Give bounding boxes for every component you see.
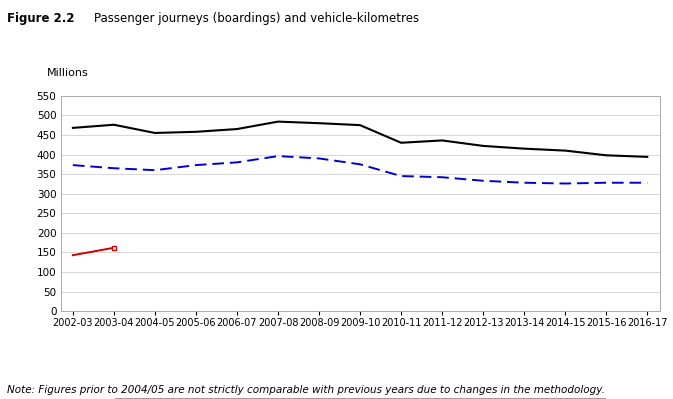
Text: Millions: Millions — [47, 68, 89, 78]
Text: Figure 2.2: Figure 2.2 — [7, 12, 74, 25]
Text: Note: Figures prior to 2004/05 are not strictly comparable with previous years d: Note: Figures prior to 2004/05 are not s… — [7, 385, 604, 395]
Text: Passenger journeys (boardings) and vehicle-kilometres: Passenger journeys (boardings) and vehic… — [94, 12, 419, 25]
Legend: Local bus passengers, Veh-kms: local services, Veh-kms: other services: Local bus passengers, Veh-kms: local ser… — [115, 398, 605, 399]
